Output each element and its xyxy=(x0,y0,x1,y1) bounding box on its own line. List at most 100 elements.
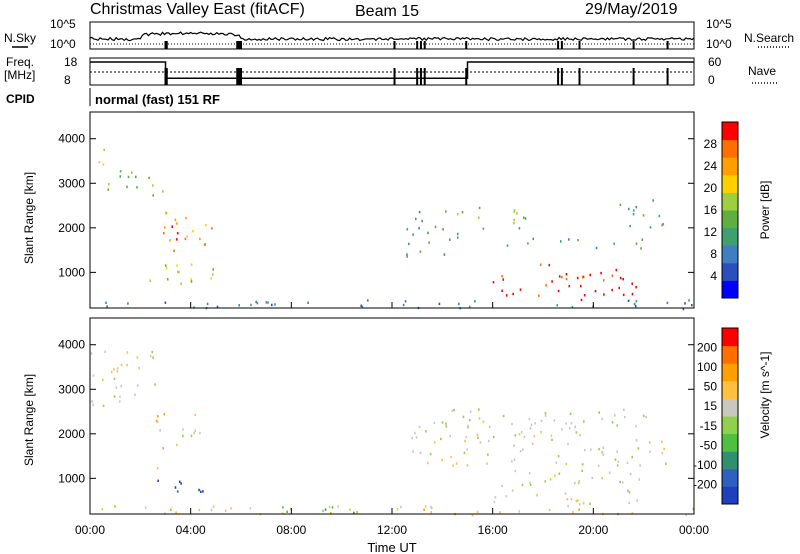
velocity-cell xyxy=(663,447,665,451)
velocity-cell xyxy=(648,441,651,444)
noise-right-tick-bottom: 10^0 xyxy=(706,37,732,51)
power-cell xyxy=(199,237,201,241)
velocity-cell xyxy=(200,490,202,493)
power-cell xyxy=(560,240,562,243)
power-cell xyxy=(162,190,164,193)
velocity-cell xyxy=(635,439,638,442)
power-cell xyxy=(633,209,635,212)
power-cell xyxy=(684,302,686,305)
velocity-cell xyxy=(113,377,116,380)
power-cell xyxy=(212,273,214,276)
power-cell xyxy=(176,222,178,225)
velocity-cell xyxy=(608,471,611,474)
x-tick-label: 16:00 xyxy=(478,523,508,537)
velocity-cell xyxy=(611,421,614,424)
power-cell xyxy=(594,290,597,293)
power-cell xyxy=(527,242,529,245)
velocity-y-tick-label: 4000 xyxy=(58,338,85,352)
velocity-cell xyxy=(156,420,159,424)
power-cell xyxy=(457,213,459,216)
velocity-cell xyxy=(193,432,195,435)
power-cell xyxy=(360,304,362,307)
velocity-cell xyxy=(116,370,119,373)
velocity-cell xyxy=(488,425,491,429)
power-y-tick-label: 4000 xyxy=(58,132,85,146)
noise-trace xyxy=(89,31,695,45)
power-cell xyxy=(406,255,408,258)
velocity-cell xyxy=(144,506,147,509)
power-y-tick-label: 2000 xyxy=(58,221,85,235)
velocity-cell xyxy=(578,508,580,511)
power-cell xyxy=(506,244,509,247)
power-cell xyxy=(600,271,602,275)
nave-tick-top: 60 xyxy=(708,55,722,69)
power-cell xyxy=(445,210,447,213)
power-cell xyxy=(176,238,178,241)
velocity-cell xyxy=(519,450,522,453)
velocity-cell xyxy=(685,513,687,517)
power-y-tick-label: 1000 xyxy=(58,265,85,279)
velocity-cell xyxy=(154,383,156,386)
velocity-cell xyxy=(531,442,534,445)
velocity-cell xyxy=(578,480,581,483)
power-cell xyxy=(238,304,240,307)
noise-gaps xyxy=(164,41,669,49)
x-tick-label: 04:00 xyxy=(176,523,206,537)
power-cell xyxy=(131,171,133,174)
velocity-cell xyxy=(614,458,617,461)
power-cell xyxy=(619,276,622,280)
velocity-cell xyxy=(639,464,641,467)
velocity-cell xyxy=(627,489,629,492)
velocity-cell xyxy=(466,448,468,451)
velocity-cell xyxy=(176,490,179,493)
velocity-cell xyxy=(601,417,603,421)
velocity-cell xyxy=(212,505,215,509)
velocity-cell xyxy=(564,492,567,495)
velocity-cell xyxy=(511,422,513,426)
velocity-cell xyxy=(617,460,620,463)
velocity-cell xyxy=(110,370,113,374)
velocity-cell xyxy=(113,368,115,371)
velocity-cell xyxy=(502,414,505,418)
velocity-cell xyxy=(561,428,563,431)
velocity-cell xyxy=(152,356,154,359)
power-cell xyxy=(456,232,459,236)
power-cell xyxy=(164,264,167,267)
power-cell xyxy=(631,292,634,296)
velocity-cell xyxy=(464,439,466,443)
power-cell xyxy=(502,278,504,281)
velocity-cell xyxy=(621,481,624,484)
power-cell xyxy=(595,246,598,250)
velocity-cell xyxy=(544,412,547,415)
power-cell xyxy=(581,276,584,279)
power-cell xyxy=(149,279,152,282)
velocity-cell xyxy=(479,441,482,444)
noise-panel: N.Sky 10^5 10^0 10^5 10^0 N.Search xyxy=(4,17,794,51)
velocity-cell xyxy=(411,436,413,440)
velocity-colorbar-swatch xyxy=(722,380,738,399)
velocity-data xyxy=(90,350,695,517)
velocity-cell xyxy=(194,413,196,417)
velocity-cell xyxy=(453,408,455,412)
velocity-cell xyxy=(90,352,93,355)
noise-search-label: N.Search xyxy=(744,31,794,45)
freq-label: Freq. xyxy=(6,55,34,69)
power-cell xyxy=(635,205,638,209)
velocity-cell xyxy=(565,462,568,466)
power-cell xyxy=(166,278,169,281)
velocity-cell xyxy=(450,455,452,459)
noise-sky-trace xyxy=(89,31,695,42)
velocity-cell xyxy=(451,409,454,412)
power-cell xyxy=(255,300,257,304)
power-cell xyxy=(119,175,122,178)
velocity-cell xyxy=(418,425,421,428)
power-colorbar-swatch xyxy=(722,262,738,281)
power-cell xyxy=(548,263,551,267)
velocity-cell xyxy=(430,505,432,509)
velocity-cell xyxy=(487,453,489,456)
velocity-cell xyxy=(628,491,631,494)
power-cell xyxy=(164,301,167,304)
velocity-cell xyxy=(601,477,603,480)
power-cell xyxy=(102,163,105,166)
velocity-cell xyxy=(157,415,159,418)
